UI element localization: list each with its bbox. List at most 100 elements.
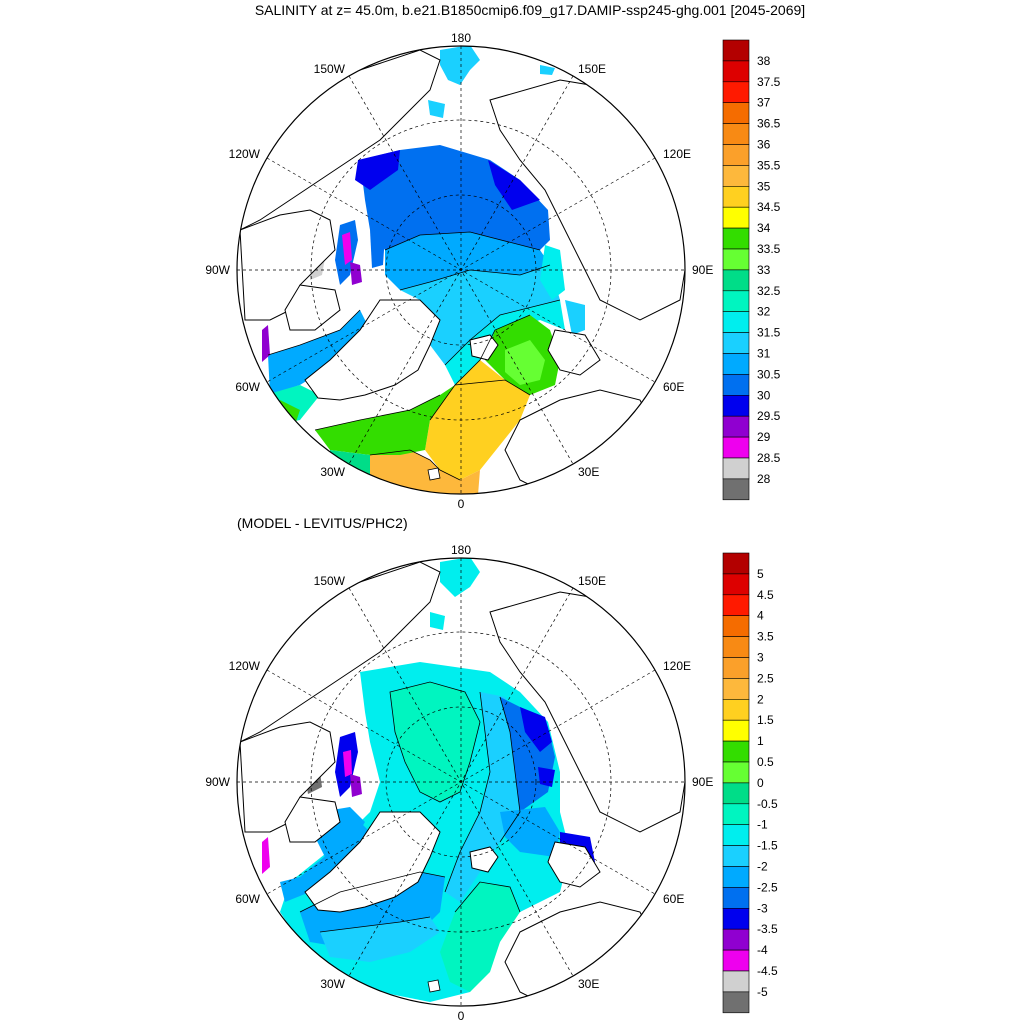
lon-label-60w: 60W <box>235 380 260 394</box>
colorbar-swatch <box>722 845 750 867</box>
colorbar-top: 38 37.5 37 36.5 36 35.5 35 34.5 34 33.5 33 32.5 32 31… <box>722 39 781 501</box>
lon-label-120w: 120W <box>229 147 261 161</box>
lon-label-150e: 150E <box>578 574 606 588</box>
colorbar-swatch <box>722 866 750 888</box>
colorbar-tick-label: 0 <box>757 776 764 790</box>
colorbar-swatch <box>722 374 750 396</box>
colorbar-swatch <box>722 657 750 679</box>
salinity-difference-map-bottom: 180 0 150W 150E 120W 120E 90W 90E 60W 60… <box>205 543 778 1023</box>
colorbar-tick-label: 33.5 <box>757 242 781 256</box>
colorbar-tick-label: -3.5 <box>757 922 778 936</box>
lon-label-120e: 120E <box>663 659 691 673</box>
lon-label-60e: 60E <box>663 892 684 906</box>
colorbar-tick-label: 2.5 <box>757 671 774 685</box>
colorbar-swatch <box>722 761 750 784</box>
colorbar-tick-label: 36 <box>757 138 771 152</box>
colorbar-tick-label: 35.5 <box>757 158 781 172</box>
colorbar-swatch <box>722 311 750 333</box>
colorbar-tick-label: 38 <box>757 54 771 68</box>
salinity-map-top: 180 0 150W 150E 120W 120E 90W 90E 60W 60… <box>205 31 781 511</box>
colorbar-swatch <box>722 248 750 271</box>
colorbar-swatch <box>722 740 750 763</box>
lon-label-90e: 90E <box>692 775 713 789</box>
colorbar-tick-label: -4 <box>757 943 768 957</box>
colorbar-tick-label: 4 <box>757 609 764 623</box>
lon-label-120e: 120E <box>663 147 691 161</box>
colorbar-tick-label: 37 <box>757 96 771 110</box>
colorbar-tick-label: 0.5 <box>757 755 774 769</box>
colorbar-swatch <box>722 165 750 187</box>
colorbar-swatch <box>722 782 750 805</box>
colorbar-tick-label: 30 <box>757 388 771 402</box>
colorbar-swatch <box>722 206 750 229</box>
colorbar-swatch <box>722 332 750 354</box>
lon-label-180: 180 <box>451 31 471 45</box>
lon-label-90w: 90W <box>205 263 230 277</box>
lon-label-60e: 60E <box>663 380 684 394</box>
colorbar-tick-label: 28.5 <box>757 451 781 465</box>
colorbar-tick-label: -2.5 <box>757 880 778 894</box>
colorbar-tick-label: 1.5 <box>757 713 774 727</box>
colorbar-swatch <box>722 552 750 575</box>
colorbar-tick-label: -0.5 <box>757 797 778 811</box>
colorbar-swatch <box>722 719 750 742</box>
colorbar-tick-label: -5 <box>757 985 768 999</box>
colorbar-tick-label: 28 <box>757 472 771 486</box>
colorbar-tick-label: -2 <box>757 860 768 874</box>
colorbar-swatch <box>722 290 750 312</box>
difference-subtitle: (MODEL - LEVITUS/PHC2) <box>237 515 408 531</box>
colorbar-swatch <box>722 991 750 1014</box>
colorbar-swatch <box>722 81 750 104</box>
colorbar-swatch <box>722 478 750 501</box>
lon-label-150w: 150W <box>314 62 346 76</box>
lon-label-0: 0 <box>458 497 465 511</box>
colorbar-swatch <box>722 615 750 637</box>
colorbar-swatch <box>722 186 750 208</box>
difference-field-bottom <box>237 558 685 1006</box>
colorbar-tick-label: 2 <box>757 692 764 706</box>
colorbar-swatch <box>722 970 750 993</box>
colorbar-tick-label: 33 <box>757 263 771 277</box>
colorbar-swatch <box>722 824 750 846</box>
colorbar-tick-label: 34.5 <box>757 200 781 214</box>
colorbar-swatch <box>722 60 750 83</box>
colorbar-swatch <box>722 699 750 721</box>
colorbar-tick-label: 31.5 <box>757 326 781 340</box>
lon-label-90e: 90E <box>692 263 713 277</box>
colorbar-tick-label: 5 <box>757 567 764 581</box>
colorbar-tick-label: 31 <box>757 347 771 361</box>
lon-label-60w: 60W <box>235 892 260 906</box>
lon-label-30e: 30E <box>578 977 599 991</box>
colorbar-tick-label: -1 <box>757 818 768 832</box>
lon-label-180: 180 <box>451 543 471 557</box>
colorbar-swatch <box>722 102 750 124</box>
colorbar-tick-label: 29 <box>757 430 771 444</box>
salinity-field-top <box>237 46 685 494</box>
colorbar-swatch <box>722 39 750 62</box>
colorbar-tick-label: 34 <box>757 221 771 235</box>
colorbar-tick-label: 30.5 <box>757 367 781 381</box>
lon-label-150w: 150W <box>314 574 346 588</box>
colorbar-tick-label: 29.5 <box>757 409 781 423</box>
colorbar-swatch <box>722 269 750 292</box>
colorbar-tick-label: -4.5 <box>757 964 778 978</box>
colorbar-tick-label: 37.5 <box>757 75 781 89</box>
colorbar-tick-label: 36.5 <box>757 117 781 131</box>
lon-label-30w: 30W <box>320 465 345 479</box>
colorbar-tick-label: -3 <box>757 901 768 915</box>
colorbar-tick-label: 32 <box>757 305 771 319</box>
colorbar-tick-label: 4.5 <box>757 588 774 602</box>
colorbar-swatch <box>722 394 750 417</box>
colorbar-tick-label: 3 <box>757 651 764 665</box>
colorbar-tick-label: 3.5 <box>757 630 774 644</box>
colorbar-swatch <box>722 636 750 658</box>
lon-label-90w: 90W <box>205 775 230 789</box>
colorbar-swatch <box>722 949 750 972</box>
colorbar-swatch <box>722 594 750 617</box>
colorbar-swatch <box>722 123 750 145</box>
colorbar-tick-label: 32.5 <box>757 284 781 298</box>
lon-label-30w: 30W <box>320 977 345 991</box>
lon-label-120w: 120W <box>229 659 261 673</box>
colorbar-swatch <box>722 678 750 700</box>
colorbar-swatch <box>722 227 750 250</box>
